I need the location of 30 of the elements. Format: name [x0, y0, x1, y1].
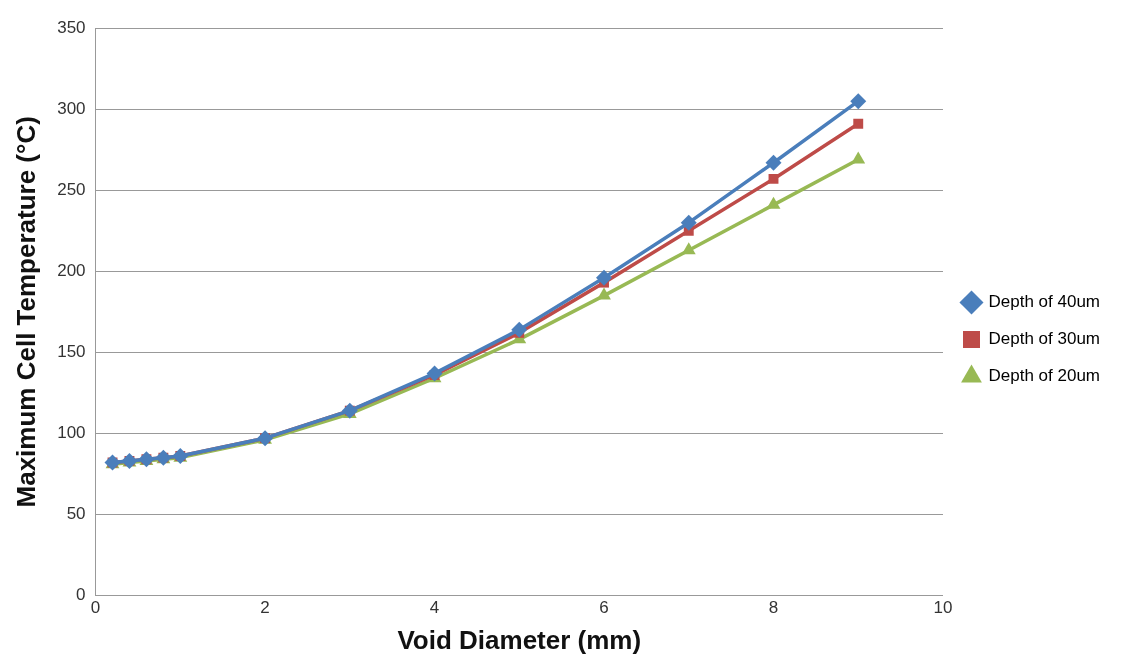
point	[850, 93, 867, 110]
point	[851, 151, 866, 164]
y-tick-label: 350	[57, 17, 86, 37]
point	[681, 242, 696, 255]
y-tick-label: 150	[57, 342, 86, 361]
x-tick-label: 8	[768, 598, 779, 618]
legend-label: Depth of 20um	[988, 366, 1100, 386]
legend-label: Depth of 30um	[988, 329, 1100, 349]
y-tick-label: 0	[76, 585, 86, 605]
y-axis-title: Maximum Cell Temperature (°C)	[10, 116, 41, 508]
x-tick-label: 0	[90, 598, 101, 618]
x-tick-label: 10	[933, 598, 953, 618]
point	[680, 214, 697, 231]
point	[511, 321, 528, 338]
y-tick-label: 300	[57, 98, 86, 118]
x-axis-title: Void Diameter (mm)	[397, 624, 642, 655]
y-tick-label: 50	[66, 504, 86, 524]
x-tick-label: 4	[429, 598, 440, 618]
point	[596, 269, 613, 286]
y-tick-label: 100	[57, 423, 86, 443]
point	[768, 173, 779, 184]
y-tick-label: 250	[57, 179, 86, 199]
y-tick-label: 200	[57, 260, 86, 280]
point	[766, 196, 781, 209]
x-tick-label: 6	[599, 598, 609, 618]
point	[597, 287, 611, 300]
x-tick-label: 2	[260, 598, 270, 618]
legend-label: Depth of 40um	[988, 292, 1100, 312]
point	[765, 154, 782, 171]
point	[853, 118, 864, 129]
